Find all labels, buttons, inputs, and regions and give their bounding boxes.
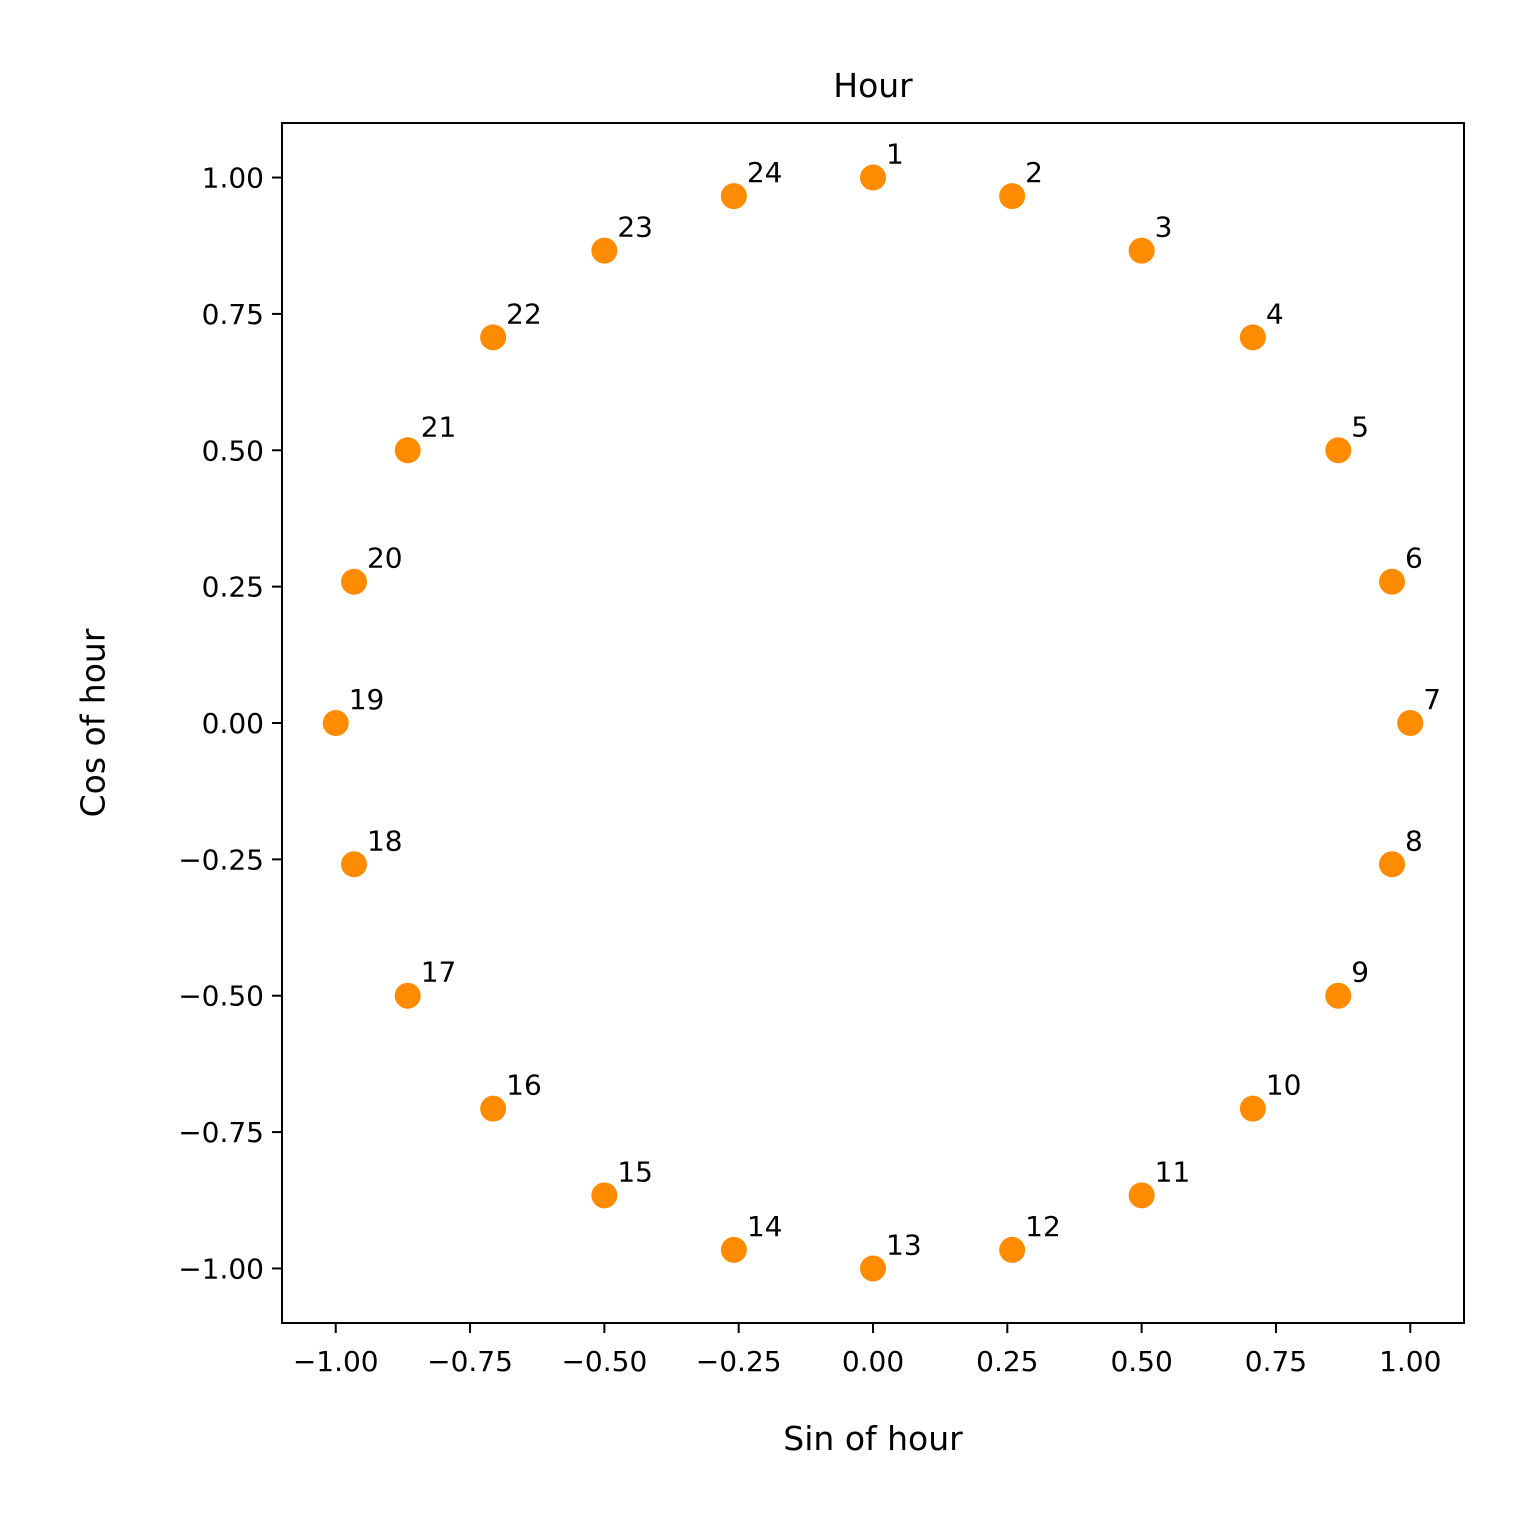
point-label-8: 8 [1405, 824, 1423, 857]
y-tick-label: −0.50 [178, 980, 264, 1013]
chart-title: Hour [833, 66, 913, 105]
y-tick-label: 0.75 [202, 298, 264, 331]
point-label-18: 18 [367, 824, 403, 857]
point-label-3: 3 [1155, 211, 1173, 244]
y-tick-label: −0.75 [178, 1116, 264, 1149]
x-axis-label: Sin of hour [783, 1419, 963, 1458]
point-label-21: 21 [421, 410, 457, 443]
point-label-12: 12 [1025, 1210, 1061, 1243]
data-point-15 [591, 1182, 618, 1209]
y-tick-label: −0.25 [178, 843, 264, 876]
point-label-1: 1 [886, 138, 904, 171]
point-label-22: 22 [506, 297, 542, 330]
point-label-11: 11 [1155, 1155, 1191, 1188]
data-point-21 [394, 437, 421, 464]
point-label-23: 23 [617, 211, 653, 244]
x-tick-label: 0.50 [1110, 1345, 1172, 1378]
y-tick-label: 0.25 [202, 571, 264, 604]
x-tick-label: −1.00 [293, 1345, 379, 1378]
point-label-17: 17 [421, 956, 457, 989]
y-tick-label: 0.50 [202, 434, 264, 467]
data-point-23 [591, 237, 618, 264]
point-label-15: 15 [617, 1155, 653, 1188]
data-point-9 [1325, 982, 1352, 1009]
point-label-7: 7 [1423, 683, 1441, 716]
point-label-16: 16 [506, 1069, 542, 1102]
data-point-7 [1397, 710, 1424, 736]
point-label-14: 14 [747, 1210, 783, 1243]
point-label-20: 20 [367, 542, 403, 575]
x-tick-label: −0.75 [427, 1345, 513, 1378]
point-label-13: 13 [886, 1228, 922, 1261]
x-tick-label: 1.00 [1379, 1345, 1441, 1378]
data-point-16 [480, 1095, 507, 1122]
data-point-4 [1239, 324, 1266, 351]
x-tick-label: −0.25 [696, 1345, 782, 1378]
point-label-24: 24 [747, 156, 783, 189]
data-point-22 [480, 324, 507, 351]
data-point-2 [999, 183, 1026, 210]
y-tick-label: 0.00 [202, 707, 264, 740]
point-label-10: 10 [1266, 1069, 1302, 1102]
point-label-2: 2 [1025, 156, 1043, 189]
data-point-10 [1239, 1095, 1266, 1122]
data-point-17 [394, 982, 421, 1009]
ticks-layer: −1.00 −0.75 −0.50 −0.25 0.00 0.25 0.50 0.75 1.00… [178, 162, 1441, 1378]
data-point-8 [1379, 851, 1406, 878]
x-tick-label: 0.00 [842, 1345, 904, 1378]
x-tick-label: −0.50 [561, 1345, 647, 1378]
point-label-9: 9 [1351, 956, 1369, 989]
data-point-18 [340, 851, 367, 878]
data-point-24 [720, 183, 747, 210]
data-point-19 [322, 710, 349, 736]
point-label-4: 4 [1266, 297, 1284, 330]
data-point-14 [720, 1236, 747, 1263]
data-point-12 [999, 1236, 1026, 1263]
y-tick-label: −1.00 [178, 1252, 264, 1285]
data-point-1 [860, 164, 886, 191]
data-point-20 [340, 568, 367, 595]
y-axis-label: Cos of hour [74, 628, 113, 817]
y-tick-label: 1.00 [202, 162, 264, 195]
x-tick-label: 0.75 [1245, 1345, 1307, 1378]
data-point-5 [1325, 437, 1352, 464]
data-point-3 [1128, 237, 1155, 264]
data-point-13 [860, 1255, 886, 1282]
data-point-11 [1128, 1182, 1155, 1209]
x-tick-label: 0.25 [976, 1345, 1038, 1378]
point-label-5: 5 [1351, 410, 1369, 443]
data-point-6 [1379, 568, 1406, 595]
point-label-19: 19 [349, 683, 385, 716]
point-label-6: 6 [1405, 542, 1423, 575]
